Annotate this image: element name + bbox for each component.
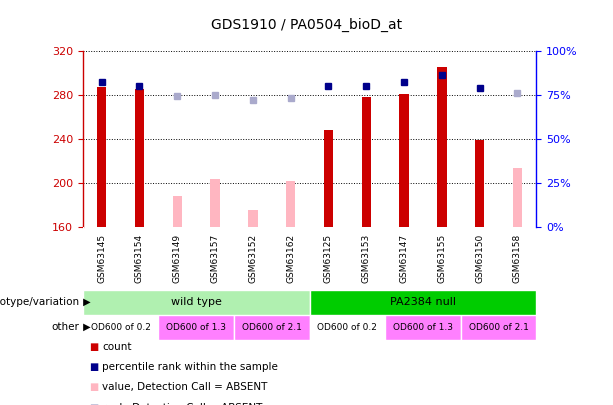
Bar [324,130,333,227]
Bar [310,315,385,340]
Text: GSM63125: GSM63125 [324,234,333,283]
Text: GSM63150: GSM63150 [475,234,484,283]
Text: PA2384 null: PA2384 null [390,297,456,307]
Text: wild type: wild type [171,297,221,307]
Bar [310,290,536,315]
Bar [135,89,144,227]
Text: GSM63152: GSM63152 [248,234,257,283]
Bar [437,67,447,227]
Text: value, Detection Call = ABSENT: value, Detection Call = ABSENT [102,382,268,392]
Text: OD600 of 2.1: OD600 of 2.1 [242,323,302,332]
Text: percentile rank within the sample: percentile rank within the sample [102,362,278,372]
Text: OD600 of 2.1: OD600 of 2.1 [468,323,528,332]
Text: count: count [102,342,132,352]
Text: ■: ■ [89,403,98,405]
Text: GSM63155: GSM63155 [437,234,446,283]
Bar [248,210,257,227]
Bar [158,315,234,340]
Text: OD600 of 0.2: OD600 of 0.2 [318,323,378,332]
Text: GSM63145: GSM63145 [97,234,106,283]
Text: GSM63149: GSM63149 [173,234,182,283]
Text: OD600 of 0.2: OD600 of 0.2 [91,323,151,332]
Text: ▶: ▶ [80,322,90,332]
Text: OD600 of 1.3: OD600 of 1.3 [393,323,453,332]
Text: ■: ■ [89,342,98,352]
Text: GSM63147: GSM63147 [400,234,409,283]
Text: GSM63158: GSM63158 [513,234,522,283]
Bar [385,315,461,340]
Bar [362,97,371,227]
Bar [286,181,295,227]
Text: ▶: ▶ [80,297,90,307]
Bar [512,168,522,227]
Text: GSM63153: GSM63153 [362,234,371,283]
Text: GSM63162: GSM63162 [286,234,295,283]
Bar [399,94,409,227]
Bar [97,87,107,227]
Text: rank, Detection Call = ABSENT: rank, Detection Call = ABSENT [102,403,263,405]
Bar [210,179,220,227]
Bar [461,315,536,340]
Text: ■: ■ [89,362,98,372]
Text: genotype/variation: genotype/variation [0,297,80,307]
Bar [234,315,310,340]
Bar [83,315,158,340]
Text: ■: ■ [89,382,98,392]
Text: other: other [52,322,80,332]
Bar [83,290,310,315]
Text: GSM63157: GSM63157 [210,234,219,283]
Text: OD600 of 1.3: OD600 of 1.3 [166,323,226,332]
Bar [475,140,484,227]
Text: GSM63154: GSM63154 [135,234,144,283]
Text: GDS1910 / PA0504_bioD_at: GDS1910 / PA0504_bioD_at [211,18,402,32]
Bar [172,196,182,227]
